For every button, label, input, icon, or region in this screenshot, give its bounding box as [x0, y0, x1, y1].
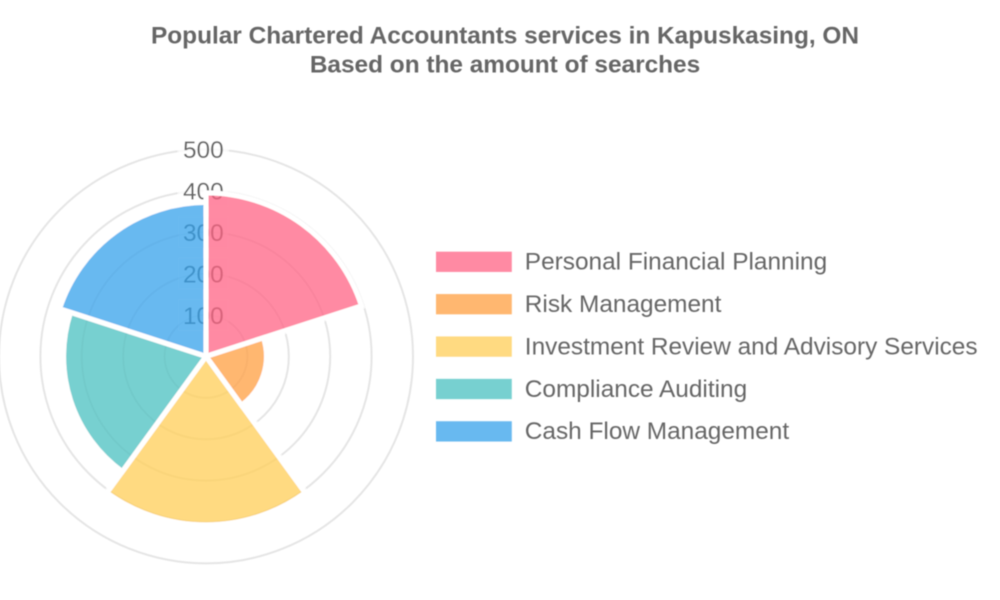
- svg-text:Based on the amount of searche: Based on the amount of searches: [310, 52, 700, 79]
- svg-text:500: 500: [183, 137, 224, 164]
- svg-text:Cash Flow Management: Cash Flow Management: [525, 418, 790, 445]
- svg-text:Personal Financial Planning: Personal Financial Planning: [525, 249, 827, 276]
- svg-text:Risk Management: Risk Management: [525, 291, 722, 318]
- svg-text:Compliance Auditing: Compliance Auditing: [525, 376, 747, 403]
- svg-text:Popular Chartered Accountants: Popular Chartered Accountants services i…: [151, 22, 859, 49]
- svg-text:Investment Review and Advisory: Investment Review and Advisory Services: [525, 333, 978, 360]
